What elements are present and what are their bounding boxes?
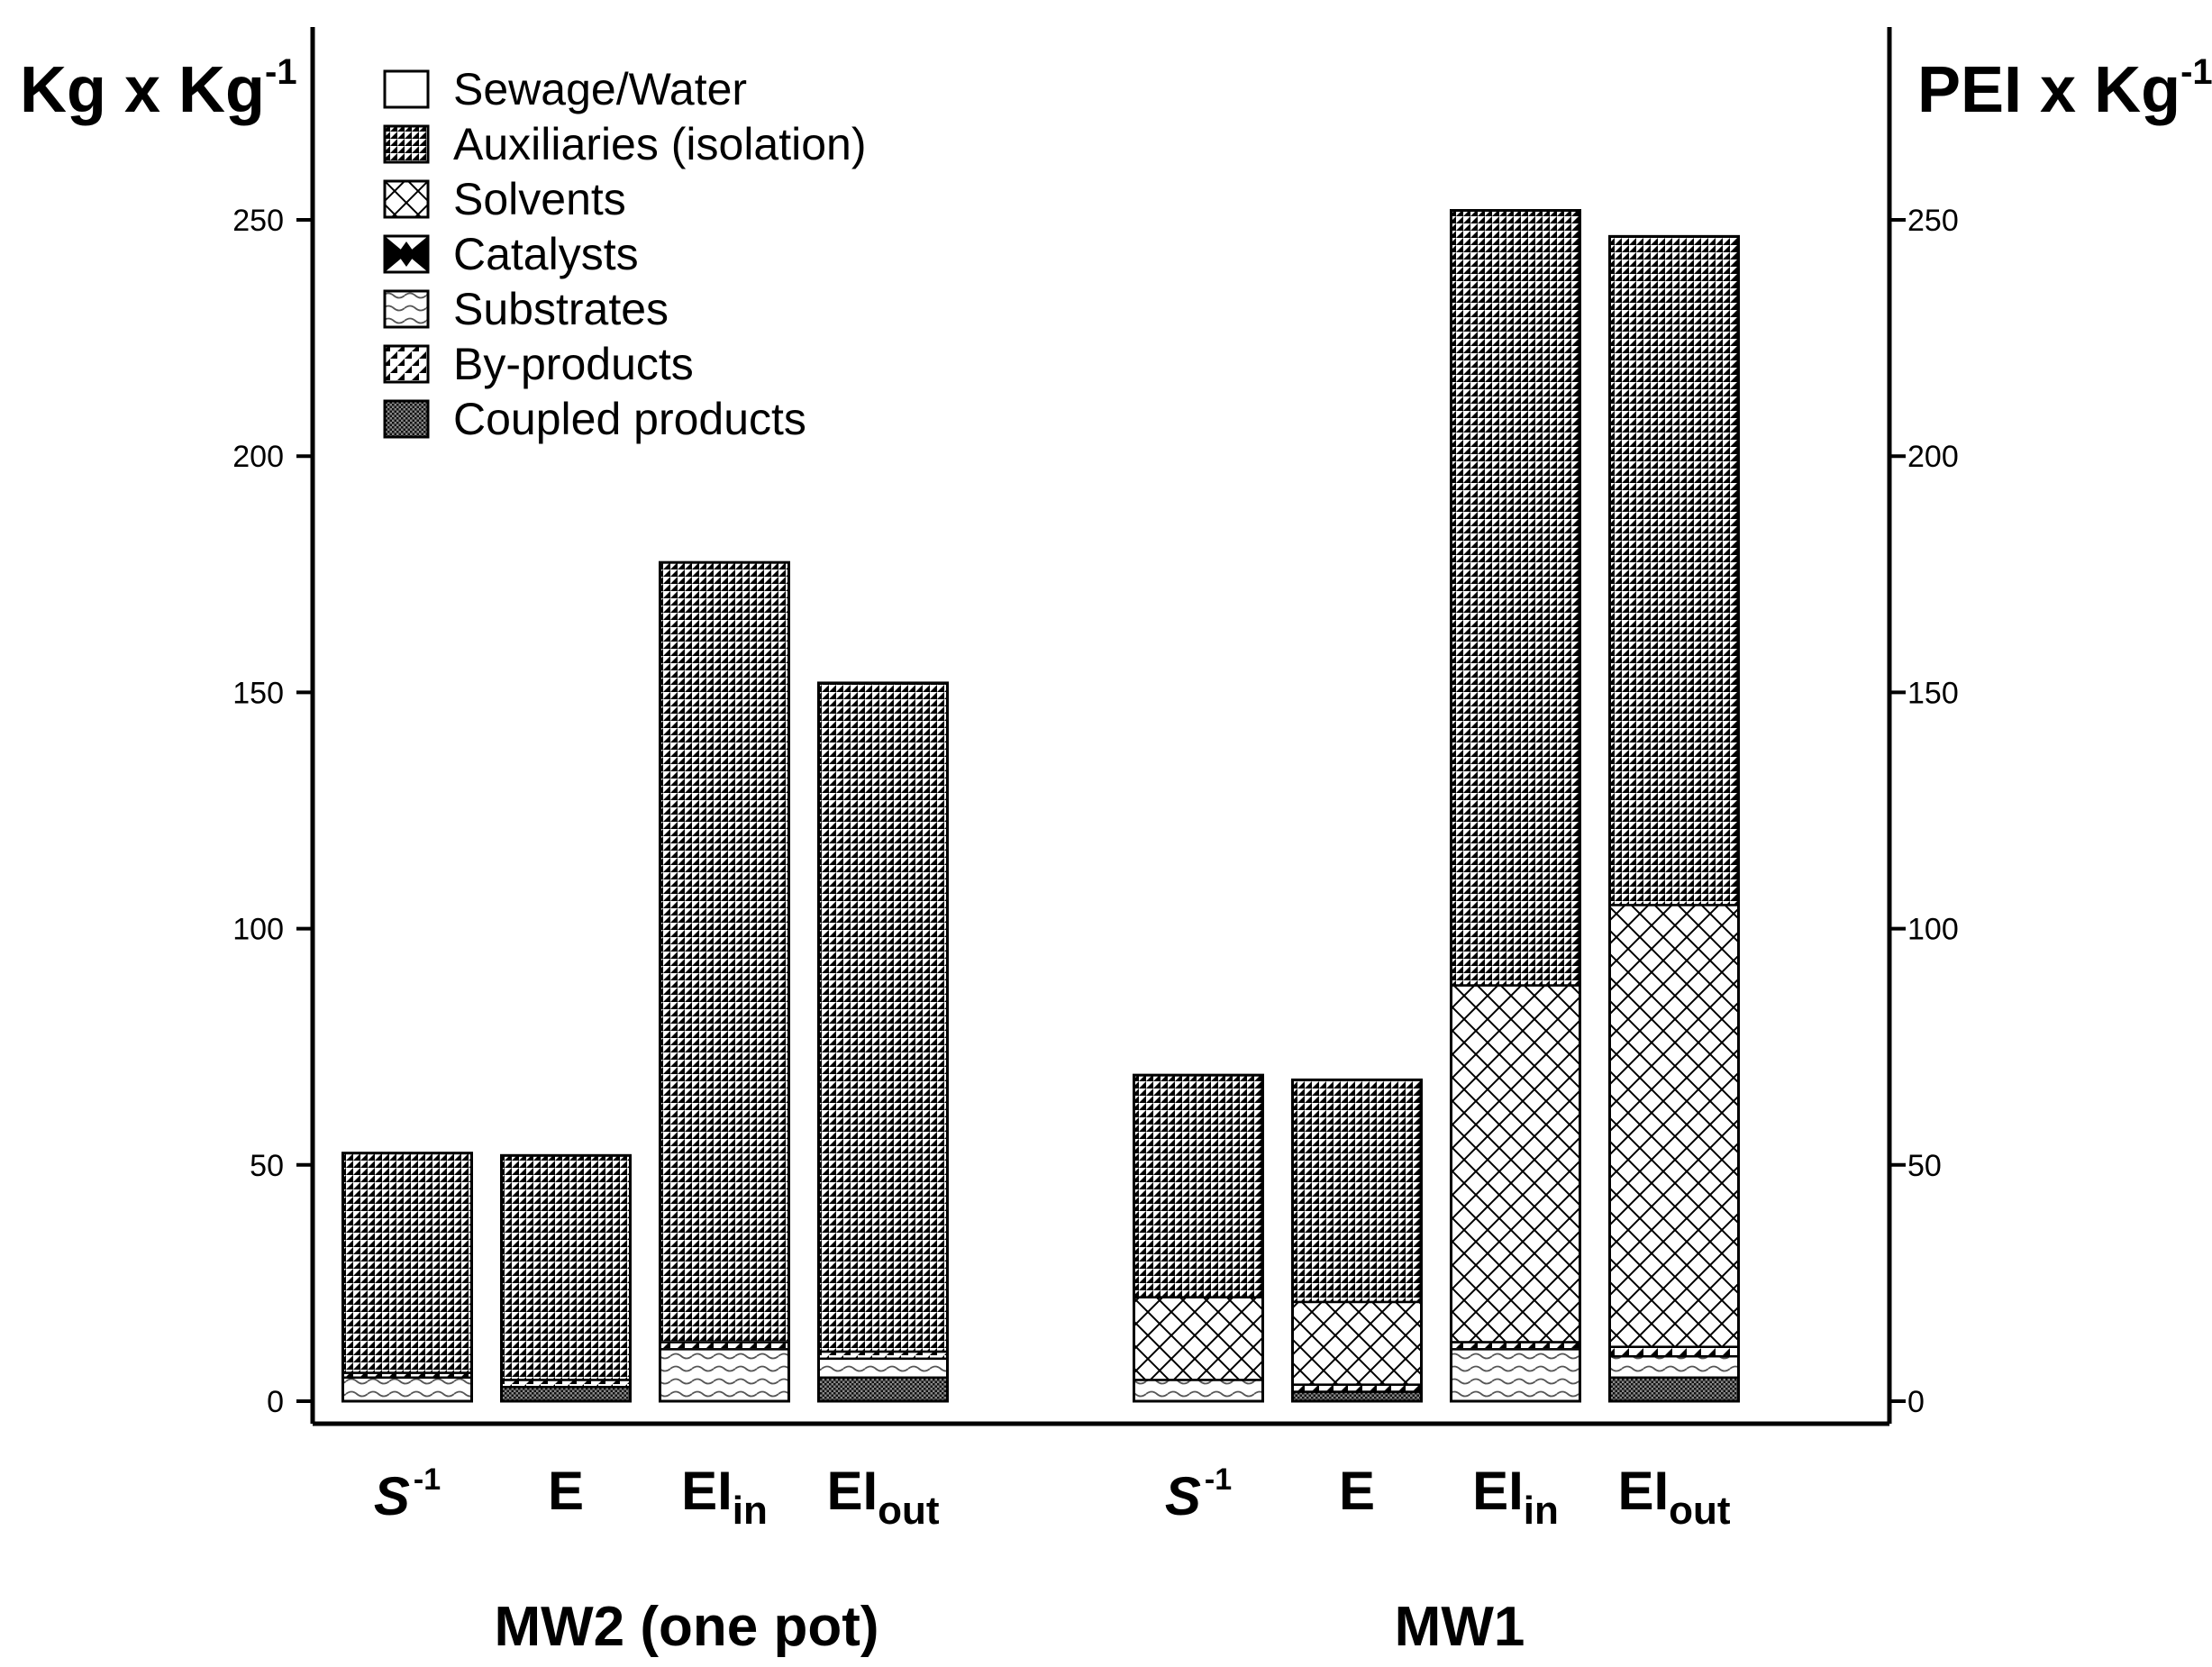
legend-item-coupled: Coupled products [383,391,867,446]
left-y-tick-label: 0 [267,1385,284,1419]
legend-swatch-sewage [383,69,430,108]
bar-segment-substrates [817,1357,949,1380]
bar-outline [341,1152,473,1403]
legend-label: Catalysts [453,228,639,279]
legend-label: Substrates [453,283,669,334]
bar-outline [659,560,790,1403]
stacked-bar [1291,1078,1423,1403]
legend-swatch-solvents [383,179,430,218]
x-category-label: EIout [826,1461,940,1533]
bar-segment-coupled [1291,1390,1423,1403]
x-category-label: E [547,1461,585,1521]
legend-label: Sewage/Water [453,63,748,114]
legend-item-solvents: Solvents [383,171,867,226]
legend-item-catalysts: Catalysts [383,226,867,281]
bar-segment-solvents [1133,1296,1264,1381]
bar-outline [1133,1073,1264,1403]
bar-segment-auxiliaries [817,681,949,1353]
bar-outline [500,1153,632,1403]
right-y-tick-label: 150 [1907,676,1959,710]
legend-swatch-coupled [383,399,430,438]
bar-segment-auxiliaries [500,1154,632,1381]
legend-swatch-catalysts [383,234,430,273]
x-category-label: S -1 [373,1462,441,1526]
legend-item-sewage: Sewage/Water [383,61,867,116]
stacked-bar [1450,209,1581,1403]
bar-segment-solvents [1291,1300,1423,1386]
legend-label: By-products [453,338,694,389]
legend-swatch-substrates [383,289,430,328]
stacked-bar [341,1152,473,1403]
right-y-tick-label: 50 [1907,1149,1942,1183]
right-y-tick-label: 250 [1907,204,1959,238]
left-y-tick-label: 150 [232,676,284,710]
stacked-bar [659,560,790,1403]
legend-label: Auxiliaries (isolation) [453,118,867,169]
legend-swatch-byproducts [383,344,430,383]
left-y-tick-label: 50 [250,1149,284,1183]
legend-label: Coupled products [453,393,806,444]
right-y-tick-label: 100 [1907,913,1959,947]
legend-item-auxiliaries: Auxiliaries (isolation) [383,116,867,171]
bar-segment-substrates [659,1348,790,1403]
legend-label: Solvents [453,173,626,224]
bar-segment-coupled [1608,1376,1740,1403]
bar-segment-substrates [341,1376,473,1403]
right-y-tick-label: 0 [1907,1385,1925,1419]
left-axis-title: Kg x Kg-1 [20,52,297,126]
bar-segment-auxiliaries [341,1152,473,1374]
bar-outline [1608,234,1740,1403]
x-category-label: S -1 [1164,1462,1233,1526]
bar-outline [817,681,949,1403]
bar-outline [1450,209,1581,1403]
left-y-tick-label: 250 [232,204,284,238]
bar-segment-auxiliaries [659,560,790,1344]
bar-segment-substrates [1133,1379,1264,1403]
left-y-tick-label: 100 [232,913,284,947]
bar-segment-auxiliaries [1133,1073,1264,1298]
x-category-label: E [1338,1461,1376,1521]
group-label: MW2 (one pot) [494,1596,879,1658]
x-category-label: EIout [1617,1461,1731,1533]
bar-segment-substrates [1608,1354,1740,1380]
stacked-bar [500,1153,632,1403]
bar-segment-auxiliaries [1450,209,1581,987]
legend-swatch-auxiliaries [383,124,430,163]
left-y-tick-label: 200 [232,440,284,474]
bar-segment-coupled [817,1376,949,1403]
legend-item-byproducts: By-products [383,336,867,391]
bar-segment-coupled [500,1386,632,1403]
x-category-label: EIin [1472,1461,1559,1533]
bar-segment-substrates [1450,1348,1581,1403]
bar-segment-solvents [1450,984,1581,1344]
chart-legend: Sewage/Water Auxiliaries (isolation) Solve… [383,61,867,446]
right-y-tick-label: 200 [1907,440,1959,474]
right-axis-title: PEI x Kg-1 [1917,52,2212,126]
stacked-bar [1608,234,1740,1403]
stacked-bar [1133,1073,1264,1403]
bar-segment-solvents [1608,904,1740,1348]
group-label: MW1 [1394,1596,1525,1658]
x-category-label: EIin [681,1461,768,1533]
bar-segment-auxiliaries [1608,235,1740,906]
legend-item-substrates: Substrates [383,281,867,336]
stacked-bar [817,681,949,1403]
bar-segment-byproducts [1608,1345,1740,1358]
bar-outline [1291,1078,1423,1403]
bar-segment-auxiliaries [1291,1079,1423,1304]
